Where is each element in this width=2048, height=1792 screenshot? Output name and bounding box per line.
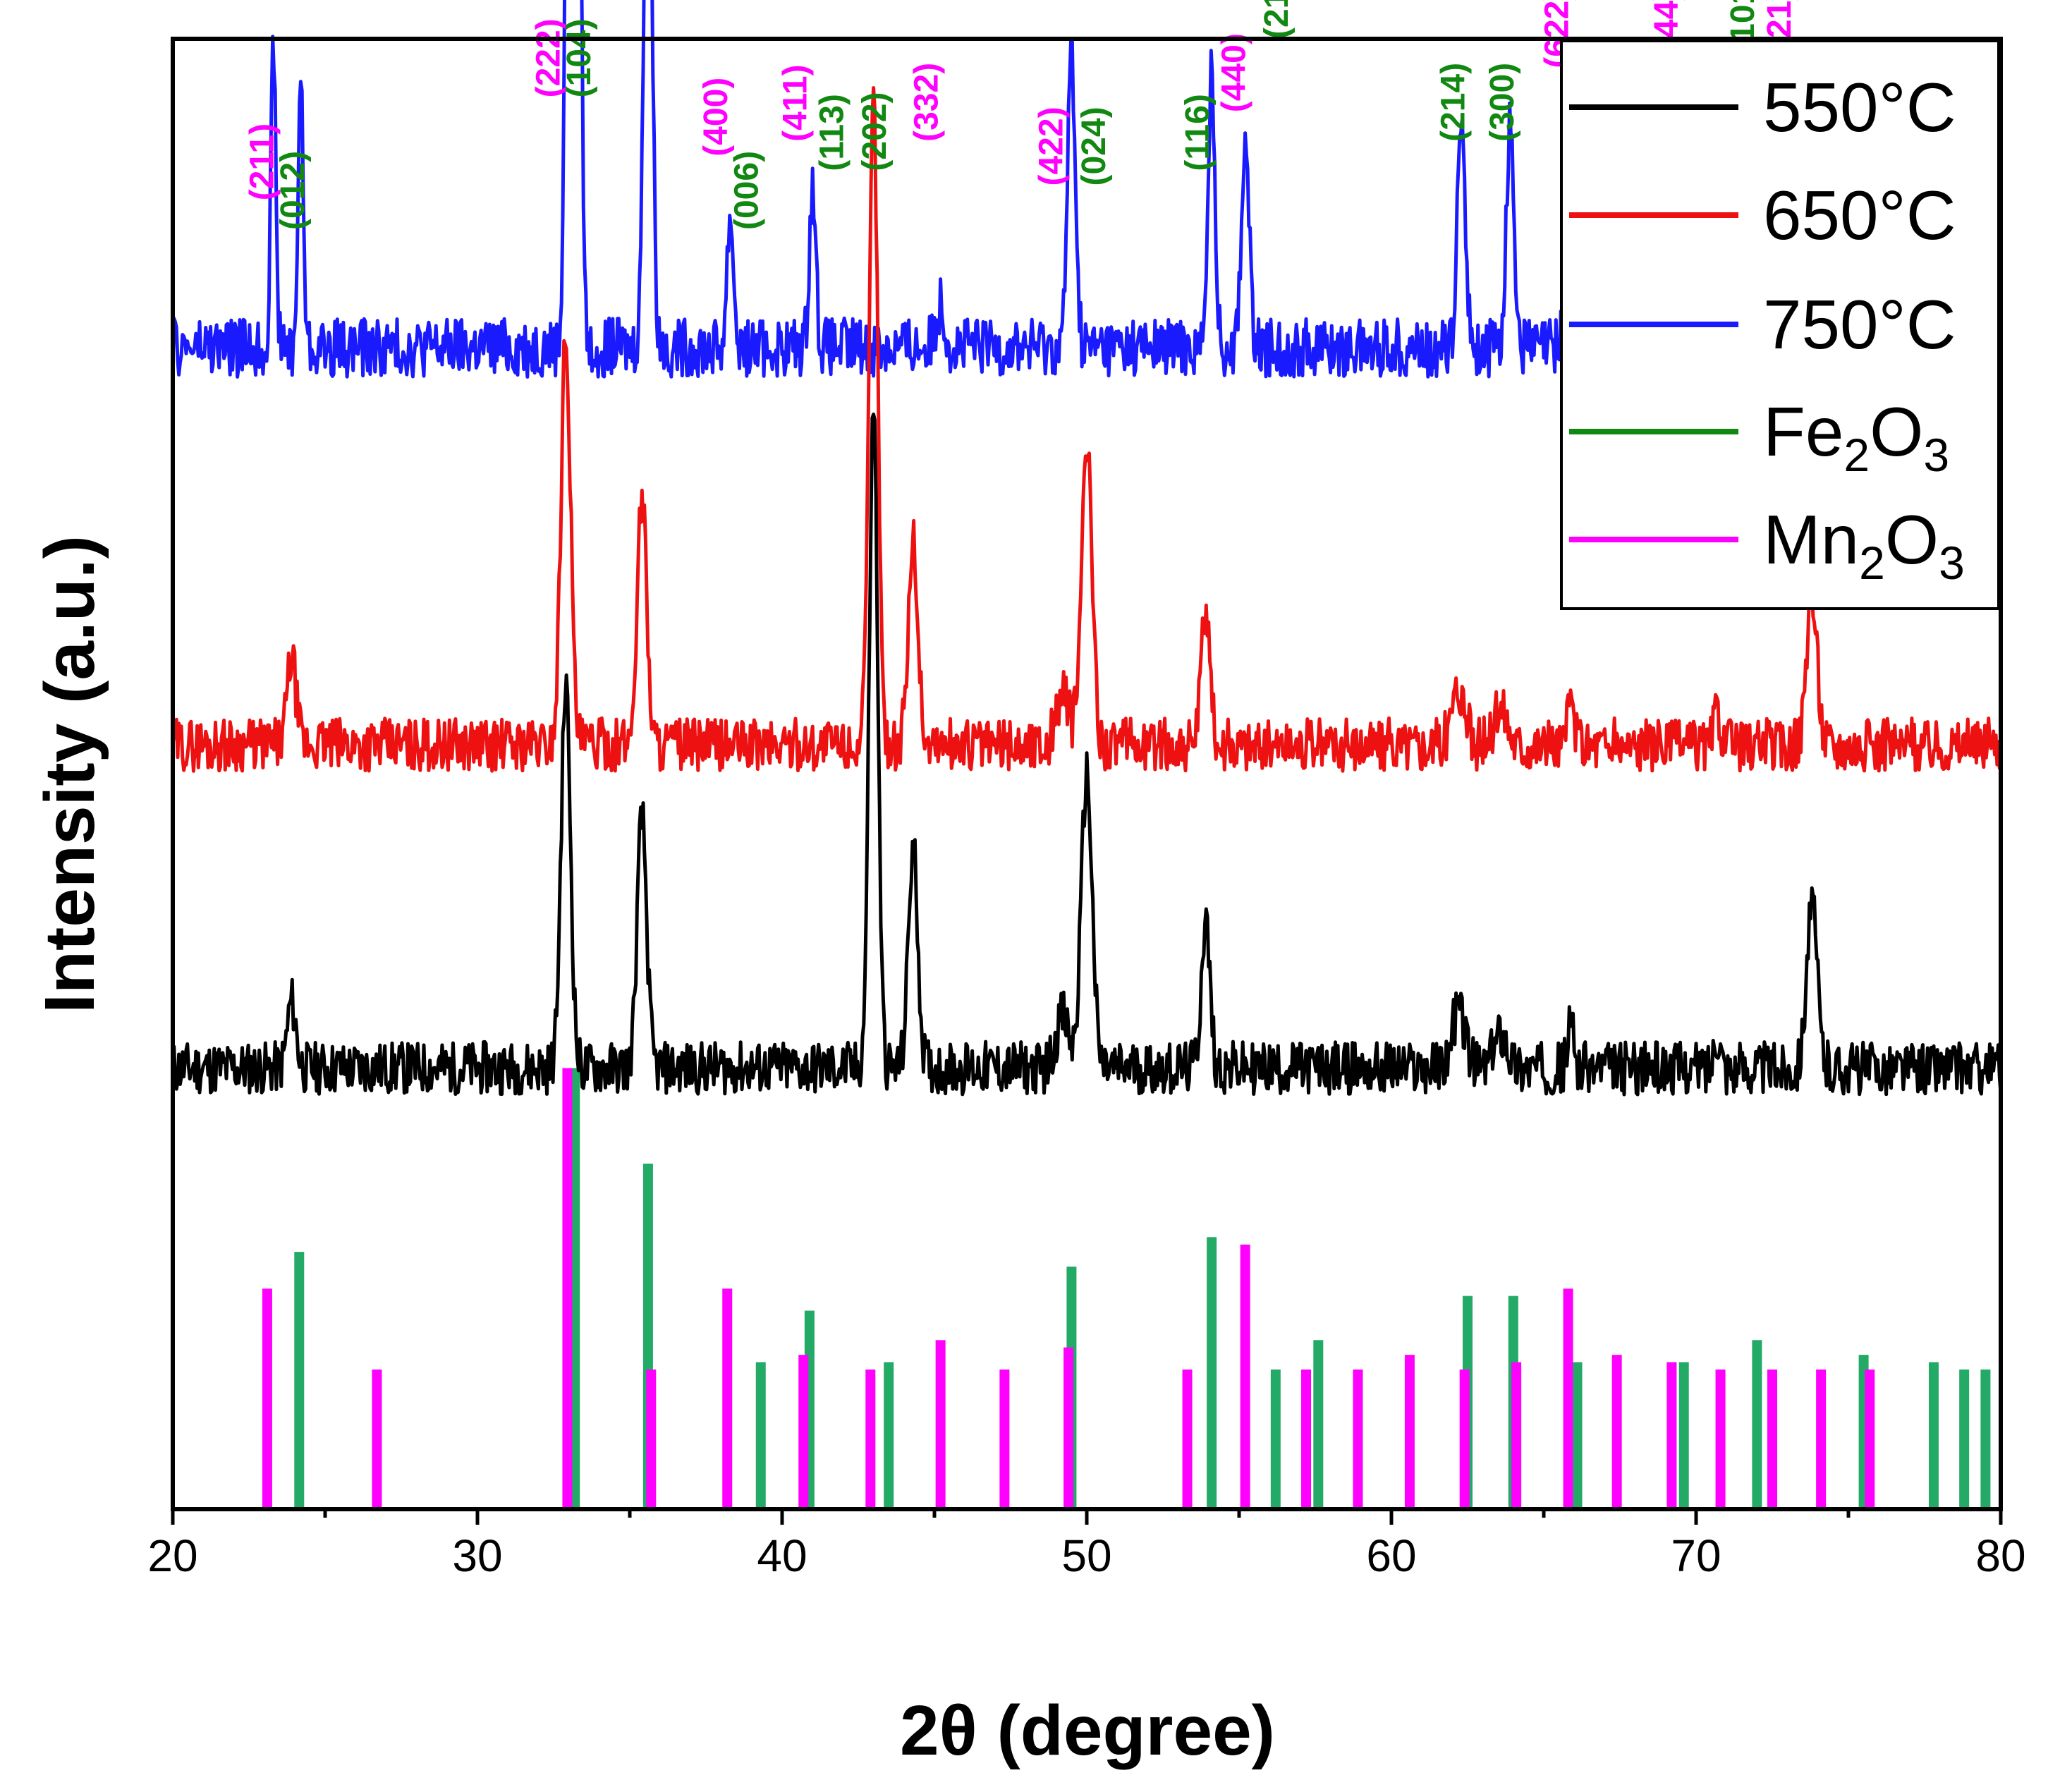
x-tick-label-40: 40 bbox=[757, 1530, 807, 1581]
y-axis-title: Intensity (a.u.) bbox=[30, 535, 109, 1013]
x-tick-label-60: 60 bbox=[1366, 1530, 1416, 1581]
hkl-label-17: (300) bbox=[1484, 63, 1521, 142]
legend-label-650: 650°C bbox=[1763, 176, 1956, 254]
series-550c bbox=[171, 413, 2003, 1097]
hkl-label-9: (202) bbox=[856, 92, 894, 171]
legend: 550°C 650°C 750°C Fe2O3 Mn2O3 bbox=[1560, 39, 2000, 610]
series-650c bbox=[171, 86, 2003, 773]
hkl-label-3: (104) bbox=[561, 18, 598, 97]
x-tick-label-20: 20 bbox=[147, 1530, 197, 1581]
legend-label-mn2o3: Mn2O3 bbox=[1763, 501, 1965, 589]
hkl-label-16: (214) bbox=[1435, 63, 1473, 142]
legend-label-550: 550°C bbox=[1763, 68, 1956, 146]
legend-label-fe2o3: Fe2O3 bbox=[1763, 393, 1949, 481]
hkl-label-12: (024) bbox=[1075, 106, 1113, 185]
hkl-label-1: (012) bbox=[274, 151, 312, 230]
hkl-label-13: (116) bbox=[1179, 94, 1217, 171]
hkl-label-0: (211) bbox=[244, 123, 281, 200]
hkl-label-6: (006) bbox=[728, 151, 765, 230]
x-axis-title: 2θ (degree) bbox=[900, 1691, 1275, 1770]
x-tick-label-30: 30 bbox=[452, 1530, 502, 1581]
x-axis: 20 30 40 50 60 70 80 bbox=[147, 1509, 2026, 1581]
hkl-label-14: (440) bbox=[1216, 33, 1253, 112]
hkl-annotations: (211)(012)(222)(104)(110)(400)(006)(411)… bbox=[244, 0, 1798, 230]
hkl-label-10: (332) bbox=[908, 63, 945, 142]
hkl-label-11: (422) bbox=[1032, 106, 1070, 185]
hkl-label-8: (113) bbox=[813, 94, 851, 171]
reference-lines bbox=[262, 1068, 1991, 1509]
hkl-label-7: (411) bbox=[777, 64, 815, 141]
hkl-label-2: (222) bbox=[530, 18, 568, 97]
hkl-label-5: (400) bbox=[697, 78, 735, 157]
hkl-label-15: (211) bbox=[1258, 0, 1296, 39]
x-tick-label-80: 80 bbox=[1975, 1530, 2025, 1581]
x-tick-label-50: 50 bbox=[1061, 1530, 1111, 1581]
x-tick-label-70: 70 bbox=[1671, 1530, 1721, 1581]
legend-label-750: 750°C bbox=[1763, 286, 1956, 363]
